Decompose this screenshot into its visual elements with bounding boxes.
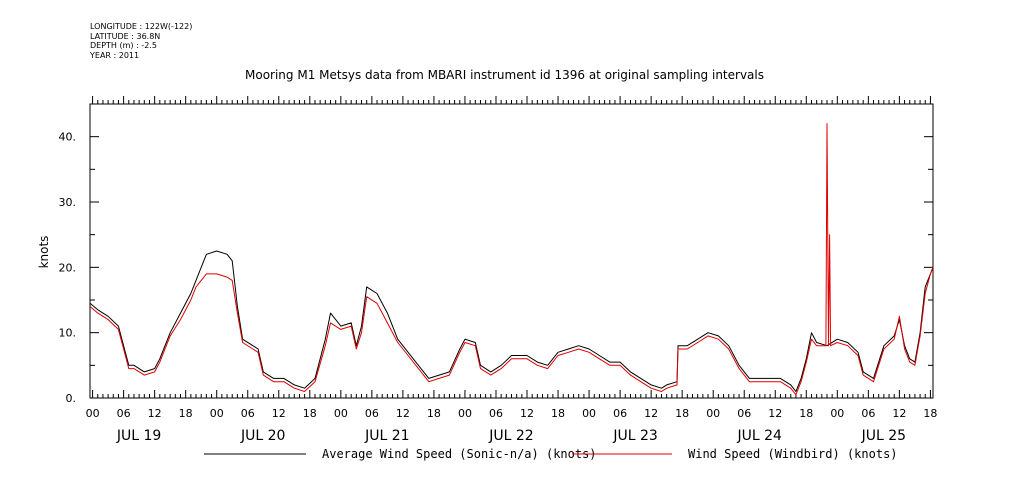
x-day-label: JUL 23 xyxy=(612,428,657,444)
x-hour-label: 06 xyxy=(613,407,627,420)
x-hour-label: 12 xyxy=(892,407,906,420)
x-hour-label: 06 xyxy=(489,407,503,420)
legend-label-average: Average Wind Speed (Sonic-n/a) (knots) xyxy=(322,447,597,461)
meta-year: YEAR : 2011 xyxy=(90,50,140,60)
metadata-block: LONGITUDE : 122W(-122) LATITUDE : 36.8N … xyxy=(90,22,192,60)
meta-depth: DEPTH (m) : -2.5 xyxy=(90,41,157,50)
x-hour-label: 00 xyxy=(582,407,596,420)
x-hour-label: 00 xyxy=(830,407,844,420)
series-line-average-wind-speed xyxy=(89,250,934,392)
x-hour-label: 06 xyxy=(737,407,751,420)
x-hour-label: 18 xyxy=(427,407,441,420)
x-day-label: JUL 21 xyxy=(364,428,409,444)
x-hour-label: 12 xyxy=(148,407,162,420)
y-axis-label: knots xyxy=(37,236,51,269)
x-hour-label: 00 xyxy=(334,407,348,420)
x-hour-label: 00 xyxy=(706,407,720,420)
x-hour-label: 12 xyxy=(272,407,286,420)
x-day-label: JUL 24 xyxy=(737,428,783,444)
chart-title: Mooring M1 Metsys data from MBARI instru… xyxy=(245,68,764,82)
x-day-label: JUL 25 xyxy=(861,428,906,444)
x-hour-label: 12 xyxy=(520,407,534,420)
x-hour-label: 12 xyxy=(768,407,782,420)
x-hour-label: 18 xyxy=(551,407,565,420)
x-hour-label: 06 xyxy=(117,407,131,420)
y-axis: 0. 10. 20. 30. 40. xyxy=(59,103,933,405)
x-hour-label: 18 xyxy=(675,407,689,420)
x-hour-label: 18 xyxy=(799,407,813,420)
x-hour-label: 18 xyxy=(923,407,937,420)
meta-longitude: LONGITUDE : 122W(-122) xyxy=(90,22,193,31)
x-hour-label: 06 xyxy=(861,407,875,420)
x-day-label: JUL 19 xyxy=(116,428,161,444)
x-hour-label: 06 xyxy=(365,407,379,420)
y-tick-label: 0. xyxy=(66,392,77,405)
x-hour-label: 00 xyxy=(86,407,100,420)
legend-label-windbird: Wind Speed (Windbird) (knots) xyxy=(688,447,898,461)
y-tick-label: 30. xyxy=(59,196,77,209)
y-tick-label: 20. xyxy=(59,261,77,274)
series-layer xyxy=(89,123,934,396)
legend: Average Wind Speed (Sonic-n/a) (knots) W… xyxy=(204,447,898,461)
x-hour-label: 12 xyxy=(396,407,410,420)
x-hour-label: 12 xyxy=(644,407,658,420)
x-day-label: JUL 20 xyxy=(240,428,285,444)
y-tick-label: 40. xyxy=(59,131,77,144)
x-hour-label: 00 xyxy=(210,407,224,420)
meta-latitude: LATITUDE : 36.8N xyxy=(90,31,161,41)
x-day-label: JUL 22 xyxy=(488,428,533,444)
x-hour-label: 00 xyxy=(458,407,472,420)
x-hour-label: 18 xyxy=(179,407,193,420)
x-hour-label: 06 xyxy=(241,407,255,420)
x-axis: 00 06 12 18 00 06 12 18 00 06 12 18 00 06 12 18 00 06 12 18… xyxy=(86,96,937,444)
y-tick-label: 10. xyxy=(59,327,77,340)
series-line-windbird-wind-speed xyxy=(89,123,934,396)
x-hour-label: 18 xyxy=(303,407,317,420)
